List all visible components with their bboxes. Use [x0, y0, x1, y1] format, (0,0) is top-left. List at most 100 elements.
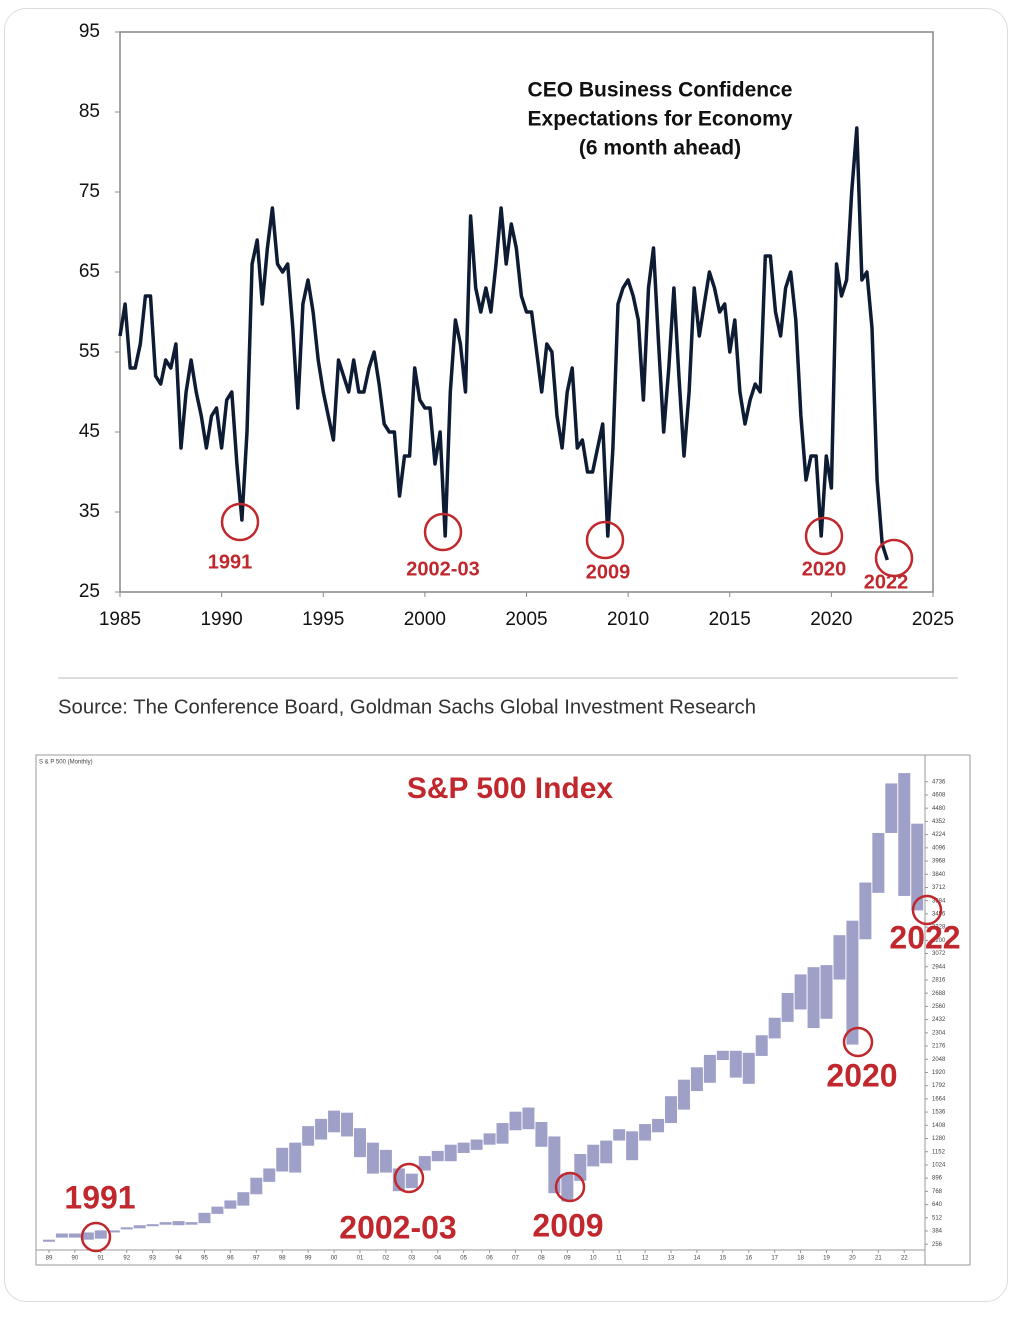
x-tick-label: 07 — [512, 1256, 519, 1262]
y-tick-label: 4352 — [932, 819, 946, 825]
y-tick-label: 3712 — [932, 885, 946, 891]
range-bar — [302, 1126, 315, 1146]
y-tick-label: 2176 — [932, 1044, 946, 1050]
y-tick-label: 2944 — [932, 964, 946, 970]
range-bar — [444, 1144, 457, 1162]
range-bar — [548, 1136, 561, 1194]
y-tick-label: 1280 — [932, 1136, 946, 1142]
range-bar — [94, 1230, 107, 1239]
y-tick-label: 3328 — [932, 925, 946, 931]
range-bar — [68, 1233, 81, 1238]
y-tick-label: 55 — [79, 341, 100, 362]
x-tick-label: 05 — [460, 1256, 467, 1262]
x-tick-label: 99 — [305, 1256, 312, 1262]
y-tick-label: 1152 — [932, 1149, 946, 1155]
annotation-circle — [911, 894, 943, 926]
range-bar — [898, 773, 911, 896]
range-bar — [211, 1206, 224, 1214]
x-tick-label: 92 — [123, 1256, 130, 1262]
x-tick-label: 94 — [175, 1256, 182, 1262]
x-tick-label: 00 — [331, 1256, 338, 1262]
y-tick-label: 35 — [79, 501, 100, 522]
y-tick-label: 1792 — [932, 1083, 946, 1089]
y-tick-label: 4096 — [932, 845, 946, 851]
range-bar — [820, 965, 833, 1019]
range-bar — [470, 1139, 483, 1150]
range-bar — [289, 1142, 302, 1173]
y-tick-label: 85 — [79, 101, 100, 122]
x-tick-label: 2025 — [912, 609, 954, 630]
post-card — [4, 8, 1008, 1302]
y-tick-label: 75 — [79, 181, 100, 202]
range-bar — [276, 1147, 289, 1172]
range-bar — [729, 1050, 742, 1078]
x-tick-label: 03 — [408, 1256, 415, 1262]
range-bar — [639, 1124, 652, 1141]
x-tick-label: 96 — [227, 1256, 234, 1262]
range-bar — [768, 1017, 781, 1039]
x-tick-label: 91 — [97, 1256, 104, 1262]
annotation: 2002-03 — [339, 1209, 456, 1245]
range-bar — [457, 1142, 470, 1153]
y-tick-label: 2432 — [932, 1017, 946, 1023]
range-bar — [418, 1156, 431, 1171]
x-tick-label: 1985 — [99, 609, 141, 630]
x-tick-label: 90 — [72, 1256, 79, 1262]
annotation-circle — [585, 520, 625, 560]
range-bar — [107, 1230, 120, 1233]
range-bar — [652, 1118, 665, 1133]
range-bar — [665, 1096, 677, 1124]
x-tick-label: 08 — [538, 1256, 545, 1262]
x-tick-label: 2005 — [505, 609, 547, 630]
chart-title: (6 month ahead) — [579, 137, 741, 160]
range-bar — [872, 832, 885, 893]
y-tick-label: 4224 — [932, 832, 946, 838]
x-tick-label: 04 — [434, 1256, 441, 1262]
x-tick-label: 13 — [668, 1256, 675, 1262]
range-bar — [133, 1225, 146, 1229]
y-tick-label: 256 — [932, 1242, 943, 1248]
range-bar — [690, 1067, 703, 1092]
range-bar — [677, 1079, 690, 1110]
y-tick-label: 896 — [932, 1176, 943, 1182]
annotation: 2020 — [826, 1057, 897, 1093]
x-tick-label: 2015 — [709, 609, 751, 630]
x-tick-label: 01 — [357, 1256, 364, 1262]
y-tick-label: 1408 — [932, 1123, 946, 1129]
range-bar — [885, 783, 898, 833]
x-tick-label: 98 — [279, 1256, 286, 1262]
range-bar — [431, 1150, 444, 1162]
range-bar — [341, 1112, 354, 1137]
y-tick-label: 1024 — [932, 1163, 946, 1169]
x-tick-label: 18 — [797, 1256, 804, 1262]
source-note: Source: The Conference Board, Goldman Sa… — [58, 696, 756, 718]
y-tick-label: 2560 — [932, 1004, 946, 1010]
annotation: 2022 — [889, 919, 960, 955]
x-tick-label: 97 — [253, 1256, 260, 1262]
annotation-circle — [220, 502, 260, 542]
x-tick-label: 17 — [771, 1256, 778, 1262]
x-tick-label: 14 — [694, 1256, 701, 1262]
annotation-circle — [393, 1162, 425, 1194]
x-tick-label: 1995 — [302, 609, 344, 630]
x-tick-label: 09 — [564, 1256, 571, 1262]
x-tick-label: 2010 — [607, 609, 649, 630]
x-tick-label: 16 — [745, 1256, 752, 1262]
annotation: 2009 — [586, 561, 631, 583]
y-tick-label: 3840 — [932, 872, 946, 878]
x-tick-label: 89 — [46, 1256, 53, 1262]
y-tick-label: 4608 — [932, 793, 946, 799]
y-tick-label: 1536 — [932, 1110, 946, 1116]
range-bar — [81, 1232, 94, 1240]
range-bar — [626, 1131, 639, 1161]
y-tick-label: 2816 — [932, 978, 946, 984]
y-tick-label: 95 — [79, 21, 100, 42]
annotation: 2022 — [864, 571, 909, 593]
annotation-circle — [842, 1026, 874, 1058]
range-bar — [742, 1052, 755, 1084]
annotation: 1991 — [208, 551, 253, 573]
chart-title: Expectations for Economy — [528, 108, 793, 131]
range-bar — [587, 1144, 600, 1167]
range-bar — [315, 1118, 328, 1140]
